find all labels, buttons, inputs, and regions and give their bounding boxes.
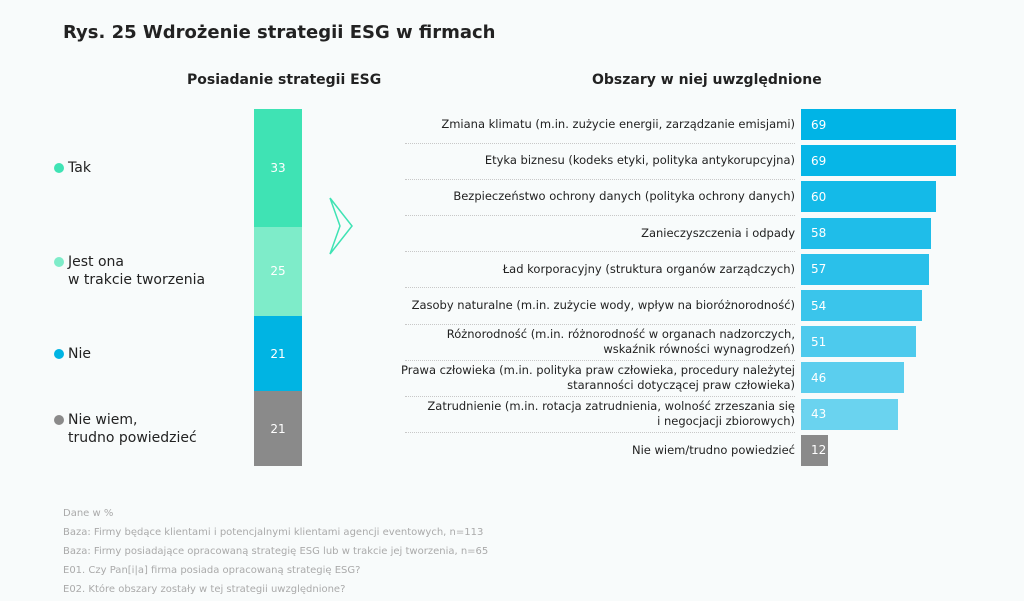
row-separator: [405, 214, 795, 216]
bar: 51: [801, 326, 916, 358]
bar: 58: [801, 217, 932, 249]
figure-title: Rys. 25 Wdrożenie strategii ESG w firmac…: [63, 22, 496, 43]
category-label-line: Zmiana klimatu (m.in. zużycie energii, z…: [441, 117, 795, 131]
category-label-line: Zatrudnienie (m.in. rotacja zatrudnienia…: [427, 399, 795, 414]
category-label: Różnorodność (m.in. różnorodność w organ…: [395, 326, 795, 357]
data-label: 25: [270, 264, 286, 279]
category-label-line: Nie wiem/trudno powiedzieć: [631, 442, 795, 457]
row-separator: [405, 432, 795, 434]
bar: 69: [801, 109, 956, 140]
stacked-segment: 33: [254, 109, 302, 227]
legend-label: Nie: [68, 345, 91, 362]
row-separator: [405, 287, 795, 289]
data-label: 69: [811, 117, 827, 132]
category-label-line: Ład korporacyjny (struktura organów zarz…: [502, 261, 795, 276]
bar: 57: [801, 253, 930, 285]
category-label-line: Różnorodność (m.in. różnorodność w organ…: [446, 326, 795, 341]
category-label: Prawa człowieka (m.in. polityka praw czł…: [395, 362, 795, 393]
data-label: 57: [811, 262, 827, 277]
legend-label: trudno powiedzieć: [68, 429, 197, 446]
footnote: E02. Które obszary zostały w tej strateg…: [63, 584, 346, 595]
legend-label: Jest ona: [68, 254, 124, 271]
bar: 69: [801, 145, 956, 177]
right-chart-title: Obszary w niej uwzględnione: [592, 72, 822, 88]
category-label-line: Prawa człowieka (m.in. polityka praw czł…: [401, 362, 795, 377]
stacked-segment: 21: [254, 391, 302, 466]
footnote: Dane w %: [63, 508, 114, 519]
category-label: Nie wiem/trudno powiedzieć: [395, 435, 795, 466]
bar: 43: [801, 398, 898, 430]
legend-dot-icon: [54, 348, 64, 359]
legend-dot-icon: [54, 414, 64, 425]
category-label: Zasoby naturalne (m.in. zużycie wody, wp…: [395, 290, 795, 321]
row-separator: [405, 142, 795, 144]
row-separator: [405, 359, 795, 361]
row-separator: [405, 178, 795, 180]
category-label: Zanieczyszczenia i odpady: [395, 218, 795, 249]
category-label-line: Zasoby naturalne (m.in. zużycie wody, wp…: [411, 298, 795, 312]
legend-item: Jest ona w trakcie tworzenia: [54, 253, 206, 289]
data-label: 12: [811, 443, 827, 458]
footnote: Baza: Firmy będące klientami i potencjal…: [63, 527, 484, 538]
category-label-line: staranności dotyczącej praw człowieka): [567, 377, 795, 392]
legend-label: Tak: [68, 159, 91, 176]
category-label-line: Etyka biznesu (kodeks etyki, polityka an…: [484, 153, 795, 168]
data-label: 54: [811, 298, 827, 313]
data-label: 58: [811, 226, 827, 241]
category-label: Zatrudnienie (m.in. rotacja zatrudnienia…: [395, 399, 795, 430]
bar: 12: [801, 434, 828, 466]
data-label: 51: [811, 334, 827, 349]
left-chart-title: Posiadanie strategii ESG: [187, 72, 382, 88]
row-separator: [405, 323, 795, 325]
bar: 60: [801, 181, 936, 213]
data-label: 33: [270, 160, 286, 175]
category-label-line: wskaźnik równości wynagrodzeń): [603, 341, 795, 356]
footnote: E01. Czy Pan[i|a] firma posiada opracowa…: [63, 565, 361, 576]
category-label: Zmiana klimatu (m.in. zużycie energii, z…: [395, 109, 795, 140]
legend-label: w trakcie tworzenia: [68, 272, 206, 289]
data-label: 69: [811, 153, 827, 168]
data-label: 21: [270, 346, 286, 361]
row-separator: [405, 395, 795, 397]
legend-label: Nie wiem,: [68, 411, 138, 428]
legend-item: Nie wiem, trudno powiedzieć: [54, 411, 197, 447]
legend-item: Tak: [54, 159, 91, 177]
legend-item: Nie: [54, 345, 91, 363]
stacked-segment: 25: [254, 226, 302, 317]
bar: 46: [801, 362, 905, 394]
data-label: 46: [811, 370, 827, 385]
data-label: 21: [270, 421, 286, 436]
legend-dot-icon: [54, 257, 64, 268]
category-label: Etyka biznesu (kodeks etyki, polityka an…: [395, 145, 795, 176]
stacked-segment: 21: [254, 316, 302, 392]
category-label: Bezpieczeństwo ochrony danych (polityka …: [395, 181, 795, 212]
bar: 54: [801, 290, 923, 321]
data-label: 60: [811, 189, 827, 204]
legend-dot-icon: [54, 162, 64, 173]
category-label-line: Zanieczyszczenia i odpady: [641, 225, 795, 240]
category-label: Ład korporacyjny (struktura organów zarz…: [395, 254, 795, 285]
row-separator: [405, 251, 795, 253]
category-label-line: Bezpieczeństwo ochrony danych (polityka …: [453, 189, 795, 204]
data-label: 43: [811, 407, 827, 422]
category-label-line: i negocjacji zbiorowych): [657, 414, 795, 429]
footnote: Baza: Firmy posiadające opracowaną strat…: [63, 546, 489, 557]
chevron-right-icon: [329, 197, 353, 255]
